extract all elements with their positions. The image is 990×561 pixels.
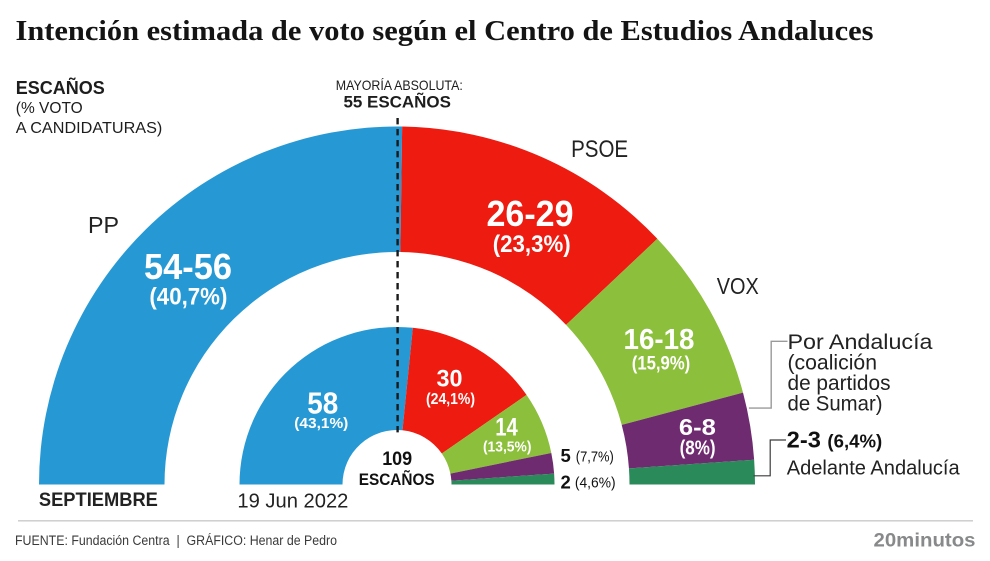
svg-text:2: 2: [561, 472, 571, 493]
svg-text:30: 30: [437, 366, 463, 393]
svg-text:(coalición: (coalición: [788, 351, 878, 375]
svg-text:5: 5: [561, 445, 571, 466]
svg-text:20minutos: 20minutos: [874, 529, 976, 551]
svg-text:PSOE: PSOE: [571, 136, 628, 163]
svg-text:55 ESCAÑOS: 55 ESCAÑOS: [343, 92, 451, 112]
svg-text:109: 109: [382, 448, 412, 470]
svg-text:MAYORÍA ABSOLUTA:: MAYORÍA ABSOLUTA:: [336, 77, 463, 93]
svg-text:(13,5%): (13,5%): [483, 439, 532, 456]
svg-text:19 Jun 2022: 19 Jun 2022: [237, 490, 348, 513]
svg-text:16-18: 16-18: [624, 324, 695, 356]
svg-text:Intención estimada de voto seg: Intención estimada de voto según el Cent…: [16, 15, 874, 47]
svg-text:de Sumar): de Sumar): [788, 392, 883, 416]
svg-text:54-56: 54-56: [144, 246, 232, 287]
svg-text:(8%): (8%): [680, 438, 716, 460]
svg-text:VOX: VOX: [717, 273, 759, 299]
svg-text:2-3 (6,4%): 2-3 (6,4%): [787, 426, 883, 452]
svg-text:FUENTE: Fundación Centra | G: FUENTE: Fundación Centra | GRÁFICO: Hena…: [15, 533, 337, 548]
svg-text:(40,7%): (40,7%): [149, 284, 227, 311]
svg-text:58: 58: [307, 386, 338, 421]
svg-text:(% VOTO: (% VOTO: [16, 100, 83, 117]
svg-text:(43,1%): (43,1%): [294, 415, 348, 432]
svg-text:(24,1%): (24,1%): [426, 391, 475, 408]
svg-text:(15,9%): (15,9%): [632, 354, 691, 375]
svg-text:de partidos: de partidos: [788, 371, 891, 395]
svg-text:PP: PP: [88, 212, 119, 238]
svg-text:Por Andalucía: Por Andalucía: [788, 330, 933, 354]
svg-text:(23,3%): (23,3%): [493, 231, 571, 258]
svg-text:14: 14: [495, 414, 518, 442]
svg-text:(7,7%): (7,7%): [576, 449, 614, 465]
svg-text:6-8: 6-8: [679, 414, 716, 440]
svg-text:SEPTIEMBRE: SEPTIEMBRE: [39, 489, 158, 511]
svg-text:A CANDIDATURAS): A CANDIDATURAS): [16, 120, 163, 137]
svg-text:ESCAÑOS: ESCAÑOS: [16, 77, 105, 98]
svg-text:Adelante Andalucía: Adelante Andalucía: [787, 457, 961, 480]
svg-text:(4,6%): (4,6%): [575, 476, 616, 492]
svg-text:26-29: 26-29: [487, 193, 574, 234]
svg-text:ESCAÑOS: ESCAÑOS: [359, 469, 435, 489]
